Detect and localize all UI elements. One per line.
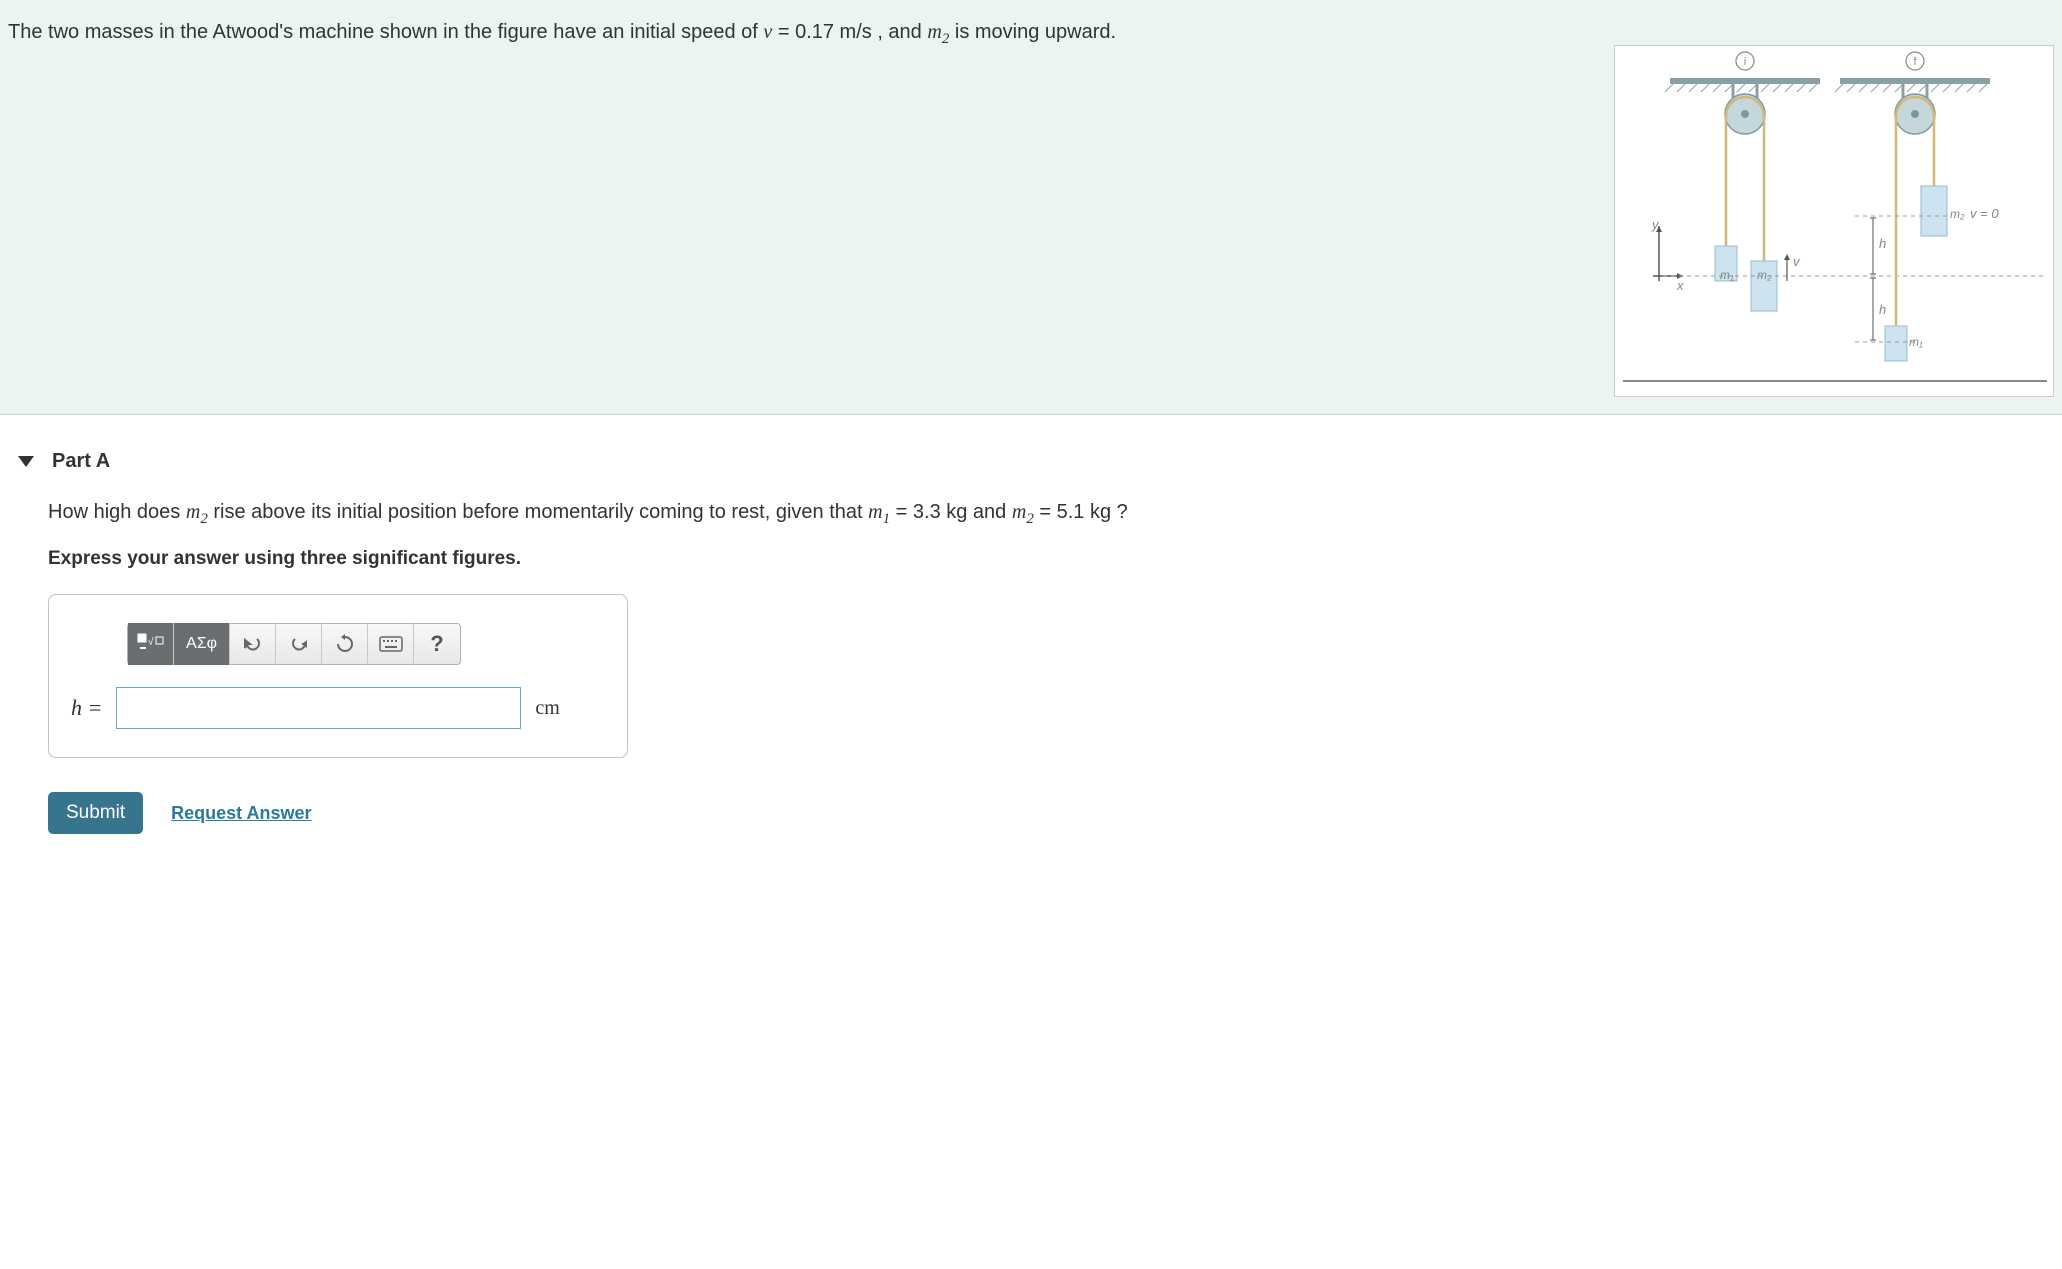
svg-text:h: h [1879,302,1886,317]
svg-text:m₂: m₂ [1757,268,1772,282]
answer-box: √ ΑΣφ ? h = cm [48,594,628,758]
part-body: How high does m2 rise above its initial … [0,483,2062,768]
submit-button[interactable]: Submit [48,792,143,834]
svg-text:i: i [1744,56,1746,68]
redo-icon[interactable] [276,623,322,665]
problem-statement: The two masses in the Atwood's machine s… [0,0,2062,415]
request-answer-link[interactable]: Request Answer [171,803,311,824]
svg-text:v: v [1793,254,1801,269]
v-value: = 0.17 m/s [778,21,872,43]
equation-toolbar: √ ΑΣφ ? [127,623,461,665]
question-text: How high does m2 rise above its initial … [48,501,2054,528]
figure: i f [1614,45,2054,397]
text: The two masses in the Atwood's machine s… [8,21,763,43]
answer-input[interactable] [116,687,521,729]
var-v: v [763,21,772,43]
svg-text:h: h [1879,236,1886,251]
svg-text:√: √ [148,636,154,648]
templates-icon[interactable]: √ [128,623,174,665]
reset-icon[interactable] [322,623,368,665]
greek-letters-button[interactable]: ΑΣφ [174,623,230,665]
atwood-diagram: i f [1615,46,2055,398]
help-icon[interactable]: ? [414,623,460,665]
text: , and [872,21,928,43]
var-m2: m2 [927,21,949,43]
text: is moving upward. [949,21,1116,43]
svg-text:m₁: m₁ [1909,335,1923,349]
unit-label: cm [535,697,559,720]
instruction: Express your answer using three signific… [48,548,2054,570]
svg-text:v = 0: v = 0 [1970,206,1999,221]
part-title: Part A [52,450,110,473]
svg-text:m₁: m₁ [1720,268,1734,282]
input-row: h = cm [71,687,605,729]
button-row: Submit Request Answer [0,768,2062,834]
svg-text:f: f [1913,56,1917,68]
svg-text:x: x [1676,278,1684,293]
keyboard-icon[interactable] [368,623,414,665]
collapse-icon[interactable] [18,456,34,467]
undo-icon[interactable] [230,623,276,665]
svg-text:m₂: m₂ [1950,207,1965,221]
variable-label: h = [71,695,102,721]
part-header: Part A [0,415,2062,483]
